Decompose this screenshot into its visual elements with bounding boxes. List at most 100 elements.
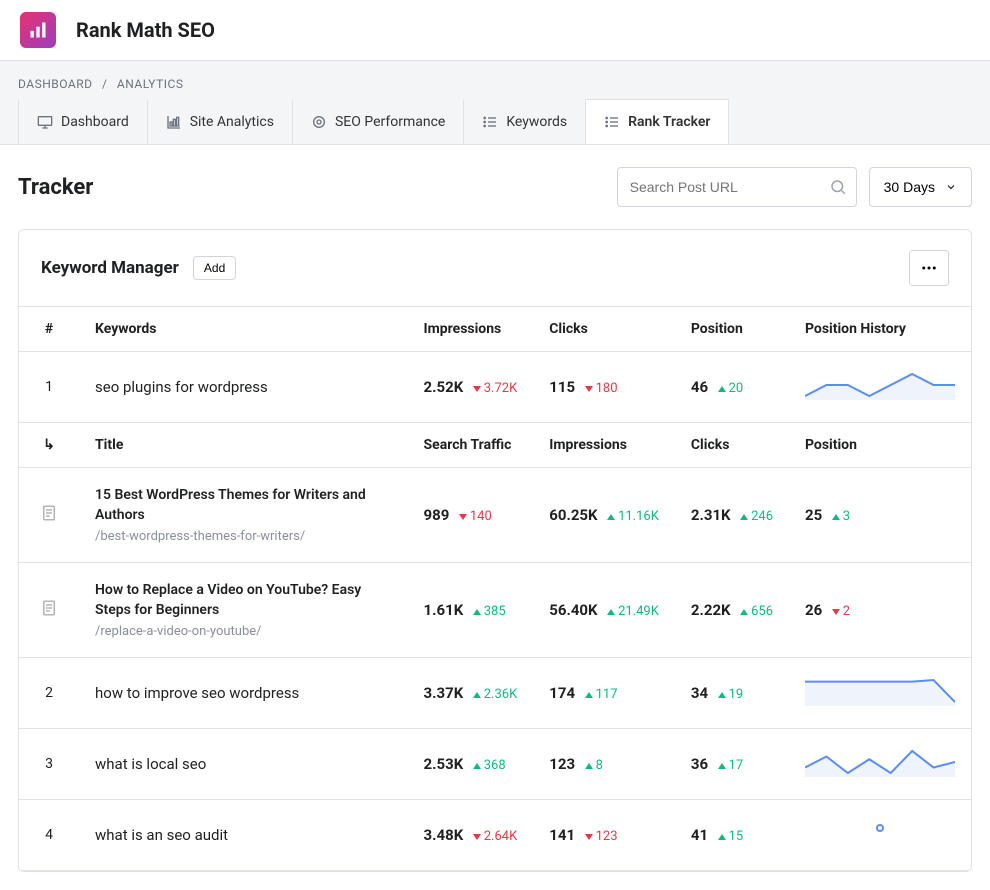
post-url: /best-wordpress-themes-for-writers/ (95, 529, 392, 544)
sub-table-row[interactable]: How to Replace a Video on YouTube? Easy … (19, 563, 971, 658)
history-cell (789, 729, 971, 800)
search-wrap (617, 167, 857, 207)
table-row[interactable]: 3 what is local seo 2.53K 368 123 8 36 1… (19, 729, 971, 800)
clicks-cell: 123 8 (533, 729, 675, 800)
col-impressions[interactable]: Impressions (408, 307, 534, 352)
tab-dashboard[interactable]: Dashboard (18, 99, 148, 144)
impressions-cell: 3.37K 2.36K (408, 658, 534, 729)
table-header-row: # Keywords Impressions Clicks Position P… (19, 307, 971, 352)
position-cell: 25 3 (789, 468, 971, 563)
keyword-table: # Keywords Impressions Clicks Position P… (19, 306, 971, 871)
dots-icon (920, 259, 938, 277)
impressions-cell: 2.53K 368 (408, 729, 534, 800)
list-icon (604, 114, 620, 130)
row-index: 4 (19, 800, 79, 871)
position-cell: 36 17 (675, 729, 789, 800)
impressions-cell: 56.40K 21.49K (533, 563, 675, 658)
tab-site-analytics[interactable]: Site Analytics (148, 99, 293, 144)
keyword-cell: seo plugins for wordpress (79, 352, 408, 423)
search-icon (829, 178, 847, 196)
col-history: Position History (789, 307, 971, 352)
post-title-cell: How to Replace a Video on YouTube? Easy … (79, 563, 408, 658)
chevron-down-icon (945, 181, 957, 193)
tab-label: Dashboard (61, 114, 129, 130)
col-keywords[interactable]: Keywords (79, 307, 408, 352)
page-title: Tracker (18, 175, 93, 200)
search-input[interactable] (617, 167, 857, 207)
position-cell: 41 15 (675, 800, 789, 871)
sub-header-row: ↳ Title Search Traffic Impressions Click… (19, 423, 971, 468)
tab-keywords[interactable]: Keywords (464, 99, 586, 144)
breadcrumb-dashboard[interactable]: DASHBOARD (18, 77, 92, 91)
post-title: How to Replace a Video on YouTube? Easy … (95, 581, 392, 620)
keyword-cell: how to improve seo wordpress (79, 658, 408, 729)
history-cell (789, 658, 971, 729)
breadcrumb-analytics: ANALYTICS (117, 77, 184, 91)
col-position[interactable]: Position (675, 307, 789, 352)
page-bar-actions: 30 Days (617, 167, 972, 207)
card-header: Keyword Manager Add (19, 230, 971, 306)
more-options-button[interactable] (909, 250, 949, 286)
tab-label: Keywords (506, 114, 567, 130)
add-keyword-button[interactable]: Add (193, 256, 236, 280)
clicks-cell: 2.31K 246 (675, 468, 789, 563)
position-cell: 34 19 (675, 658, 789, 729)
app-title: Rank Math SEO (76, 18, 215, 42)
sub-table-row[interactable]: 15 Best WordPress Themes for Writers and… (19, 468, 971, 563)
sub-col-title: Title (79, 423, 408, 468)
keyword-manager-card: Keyword Manager Add # Keywords Impressio… (18, 229, 972, 872)
table-row[interactable]: 4 what is an seo audit 3.48K 2.64K 141 1… (19, 800, 971, 871)
search-traffic-cell: 1.61K 385 (408, 563, 534, 658)
keyword-cell: what is an seo audit (79, 800, 408, 871)
position-cell: 46 20 (675, 352, 789, 423)
content: Keyword Manager Add # Keywords Impressio… (0, 229, 990, 890)
keyword-cell: what is local seo (79, 729, 408, 800)
clicks-cell: 2.22K 656 (675, 563, 789, 658)
clicks-cell: 174 117 (533, 658, 675, 729)
card-header-left: Keyword Manager Add (41, 256, 236, 280)
target-icon (311, 114, 327, 130)
sub-col-search-traffic: Search Traffic (408, 423, 534, 468)
position-cell: 26 2 (789, 563, 971, 658)
app-logo (20, 12, 56, 48)
sub-indicator-icon: ↳ (19, 423, 79, 468)
tab-label: SEO Performance (335, 114, 445, 130)
table-row[interactable]: 1 seo plugins for wordpress 2.52K 3.72K … (19, 352, 971, 423)
app-header: Rank Math SEO (0, 0, 990, 61)
document-icon (19, 468, 79, 563)
tabs: Dashboard Site Analytics SEO Performance… (0, 99, 990, 144)
post-url: /replace-a-video-on-youtube/ (95, 624, 392, 639)
table-row[interactable]: 2 how to improve seo wordpress 3.37K 2.3… (19, 658, 971, 729)
sub-col-clicks: Clicks (675, 423, 789, 468)
tab-label: Site Analytics (190, 114, 274, 130)
tab-seo-performance[interactable]: SEO Performance (293, 99, 464, 144)
date-range-label: 30 Days (884, 179, 935, 195)
breadcrumb-separator: / (102, 77, 107, 91)
post-title-cell: 15 Best WordPress Themes for Writers and… (79, 468, 408, 563)
col-clicks[interactable]: Clicks (533, 307, 675, 352)
date-range-button[interactable]: 30 Days (869, 167, 972, 207)
row-index: 3 (19, 729, 79, 800)
tab-rank-tracker[interactable]: Rank Tracker (586, 99, 729, 144)
card-title: Keyword Manager (41, 258, 179, 278)
document-icon (19, 563, 79, 658)
chart-icon (166, 114, 182, 130)
sub-col-impressions: Impressions (533, 423, 675, 468)
col-index: # (19, 307, 79, 352)
impressions-cell: 60.25K 11.16K (533, 468, 675, 563)
page-bar: Tracker 30 Days (0, 144, 990, 229)
history-cell (789, 800, 971, 871)
clicks-cell: 115 180 (533, 352, 675, 423)
history-cell (789, 352, 971, 423)
sub-col-position: Position (789, 423, 971, 468)
impressions-cell: 3.48K 2.64K (408, 800, 534, 871)
search-traffic-cell: 989 140 (408, 468, 534, 563)
list-icon (482, 114, 498, 130)
monitor-icon (37, 114, 53, 130)
impressions-cell: 2.52K 3.72K (408, 352, 534, 423)
row-index: 1 (19, 352, 79, 423)
row-index: 2 (19, 658, 79, 729)
clicks-cell: 141 123 (533, 800, 675, 871)
tab-label: Rank Tracker (628, 114, 710, 130)
post-title: 15 Best WordPress Themes for Writers and… (95, 486, 392, 525)
